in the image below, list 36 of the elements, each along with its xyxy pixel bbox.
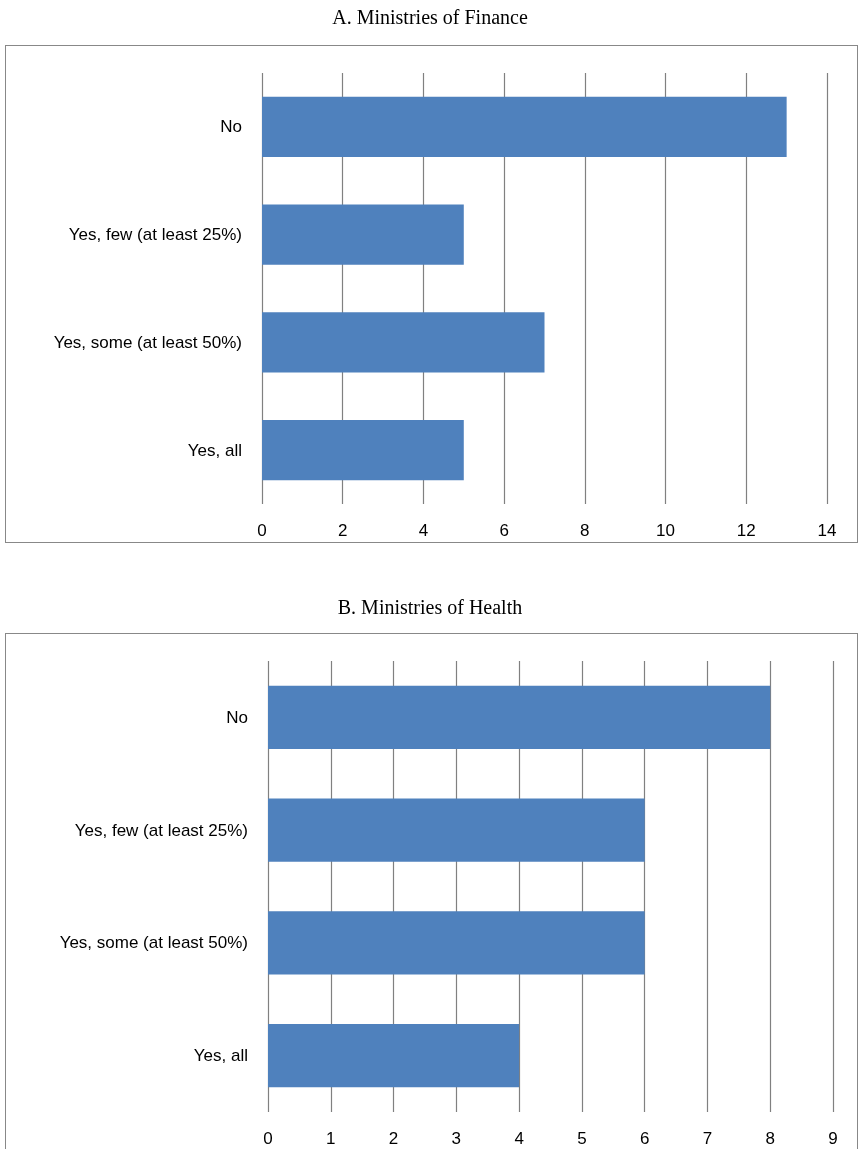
x-tick-label: 0: [263, 1129, 273, 1148]
bar: [262, 204, 464, 265]
bar: [268, 1024, 520, 1088]
x-tick-label: 4: [418, 521, 429, 540]
chart-title: B. Ministries of Health: [336, 596, 524, 619]
x-tick-label: 6: [639, 1129, 650, 1148]
bar: [262, 419, 464, 481]
x-tick-label: 4: [514, 1129, 524, 1148]
y-tick-label: Yes, few (at least 25%): [74, 820, 248, 840]
bar: [268, 911, 645, 975]
x-tick-label: 9: [828, 1129, 838, 1148]
x-tick-label: 12: [736, 521, 756, 540]
y-tick-label: Yes, all: [193, 1046, 248, 1066]
x-tick-label: 1: [326, 1129, 336, 1148]
bar: [268, 685, 771, 749]
chart-title: A. Ministries of Finance: [331, 6, 529, 29]
y-tick-label: Yes, few (at least 25%): [68, 225, 242, 245]
x-tick-label: 10: [656, 521, 676, 540]
x-tick-label: 0: [257, 521, 267, 540]
bar: [262, 96, 787, 158]
y-tick-label: No: [226, 707, 248, 727]
y-tick-label: Yes, all: [187, 440, 242, 460]
x-tick-label: 8: [765, 1129, 775, 1148]
y-tick-label: Yes, some (at least 50%): [53, 332, 242, 352]
x-tick-label: 2: [388, 1129, 399, 1148]
x-tick-label: 8: [580, 521, 590, 540]
bar: [262, 312, 545, 373]
x-tick-label: 6: [499, 521, 509, 540]
x-tick-label: 14: [817, 521, 837, 540]
x-tick-label: 2: [337, 521, 348, 540]
x-tick-label: 3: [451, 1129, 462, 1148]
y-tick-label: No: [220, 117, 242, 137]
x-tick-label: 7: [702, 1129, 713, 1148]
y-tick-label: Yes, some (at least 50%): [59, 933, 248, 953]
x-tick-label: 5: [577, 1129, 587, 1148]
bar: [268, 798, 645, 862]
